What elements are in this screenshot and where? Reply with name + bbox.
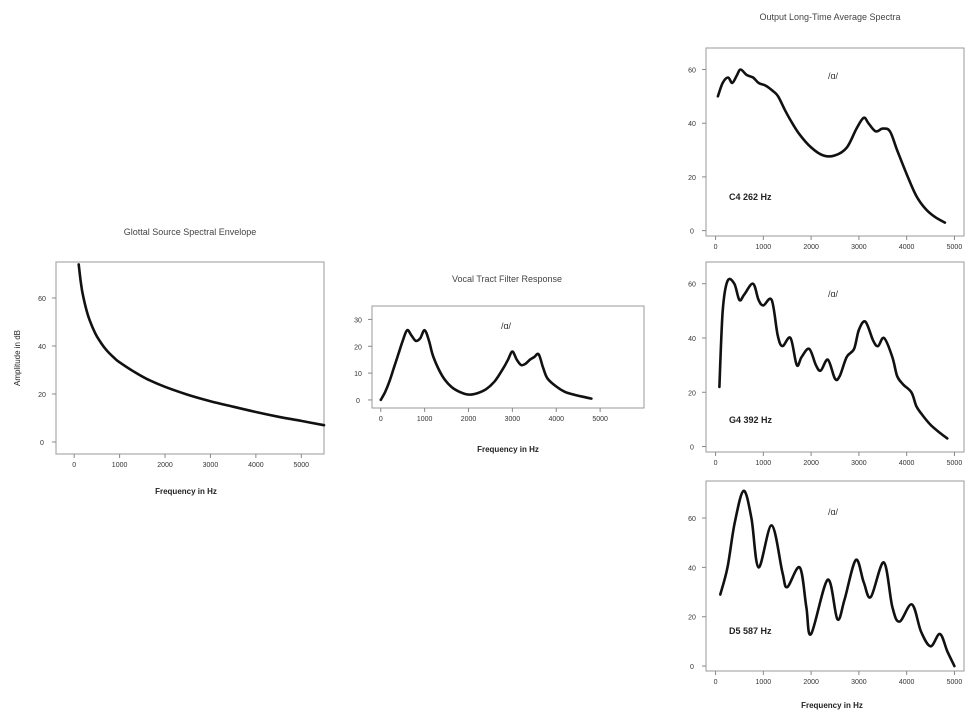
y-tick-label: 60 [38,296,46,303]
y-tick-label: 10 [354,371,362,378]
x-tick-label: 3000 [505,416,521,423]
x-tick-label: 0 [72,462,76,469]
y-tick-label: 20 [38,392,46,399]
x-tick-label: 5000 [293,462,309,469]
chart-marks: 0 1000 2000 3000 4000 5000 0 20 40 60 [688,67,962,251]
vowel-annotation: /ɑ/ [501,321,512,331]
x-tick-label: 2000 [803,244,819,251]
x-tick-label: 2000 [803,679,819,686]
y-tick-label: 30 [354,317,362,324]
panel-output-g4: /ɑ/ G4 392 Hz 0 1000 2000 3000 4000 5000 0 20 40… [688,261,965,467]
panel-output-d5: /ɑ/ D5 587 Hz Frequency in Hz 0 1000 2000 3… [688,480,965,710]
plot-frame [55,261,325,455]
series-line [379,328,593,402]
y-tick-label: 0 [40,440,44,447]
chart-title: Vocal Tract Filter Response [452,274,562,284]
chart-marks: 0 1000 2000 3000 4000 5000 0 20 40 60 [688,277,963,467]
x-tick-label: 5000 [947,679,963,686]
y-tick-label: 0 [690,229,694,236]
x-tick-label: 4000 [548,416,564,423]
y-tick-label: 60 [688,516,696,523]
series-line [718,277,949,440]
x-axis-label: Frequency in Hz [155,487,217,496]
y-tick-label: 40 [38,344,46,351]
pitch-note-label: D5 587 Hz [729,626,772,636]
y-tick-label: 20 [688,390,696,397]
x-tick-label: 0 [714,244,718,251]
panel-output-c4: Output Long-Time Average Spectra /ɑ/ C4 … [688,12,965,251]
plot-frame [705,47,965,237]
x-tick-label: 3000 [851,244,867,251]
x-tick-label: 2000 [157,462,173,469]
x-tick-label: 1000 [417,416,433,423]
vowel-annotation: /ɑ/ [828,71,839,81]
x-tick-label: 4000 [899,679,915,686]
x-axis-label: Frequency in Hz [477,445,539,454]
series-line [716,68,947,224]
y-tick-label: 20 [354,344,362,351]
chart-marks: 0 1000 2000 3000 4000 5000 0 10 20 30 [354,317,608,423]
chart-marks: 0 1000 2000 3000 4000 5000 0 20 40 60 [688,489,963,686]
x-tick-label: 5000 [947,244,963,251]
x-tick-label: 1000 [756,244,772,251]
pitch-note-label: G4 392 Hz [729,415,773,425]
x-tick-label: 1000 [756,679,772,686]
y-tick-label: 40 [688,336,696,343]
x-tick-label: 0 [379,416,383,423]
x-axis-label: Frequency in Hz [801,701,863,710]
series-line [77,263,326,427]
chart-marks: 0 1000 2000 3000 4000 5000 0 20 40 60 [38,263,326,469]
x-tick-label: 5000 [592,416,608,423]
plot-frame [705,480,965,672]
x-tick-label: 4000 [899,244,915,251]
x-tick-label: 1000 [756,460,772,467]
series-line [719,489,956,668]
x-tick-label: 1000 [112,462,128,469]
x-tick-label: 3000 [203,462,219,469]
chart-title: Glottal Source Spectral Envelope [124,227,257,237]
plot-frame [705,261,965,453]
x-tick-label: 2000 [803,460,819,467]
vowel-annotation: /ɑ/ [828,289,839,299]
x-tick-label: 2000 [461,416,477,423]
y-tick-label: 0 [690,445,694,452]
x-tick-label: 4000 [899,460,915,467]
panel-vocal-tract-filter: Vocal Tract Filter Response Frequency in… [354,274,645,454]
chart-title: Output Long-Time Average Spectra [759,12,900,22]
y-tick-label: 0 [356,398,360,405]
y-tick-label: 60 [688,282,696,289]
y-tick-label: 20 [688,175,696,182]
y-tick-label: 40 [688,121,696,128]
x-tick-label: 4000 [248,462,264,469]
y-axis-label: Amplitude in dB [13,330,22,386]
y-tick-label: 60 [688,67,696,74]
y-tick-label: 0 [690,664,694,671]
x-tick-label: 0 [714,460,718,467]
panel-glottal-source: Glottal Source Spectral Envelope Amplitu… [13,227,326,496]
pitch-note-label: C4 262 Hz [729,192,772,202]
plot-frame [371,305,645,409]
x-tick-label: 3000 [851,460,867,467]
x-tick-label: 3000 [851,679,867,686]
y-tick-label: 20 [688,615,696,622]
y-tick-label: 40 [688,565,696,572]
x-tick-label: 5000 [947,460,963,467]
x-tick-label: 0 [714,679,718,686]
vowel-annotation: /ɑ/ [828,507,839,517]
